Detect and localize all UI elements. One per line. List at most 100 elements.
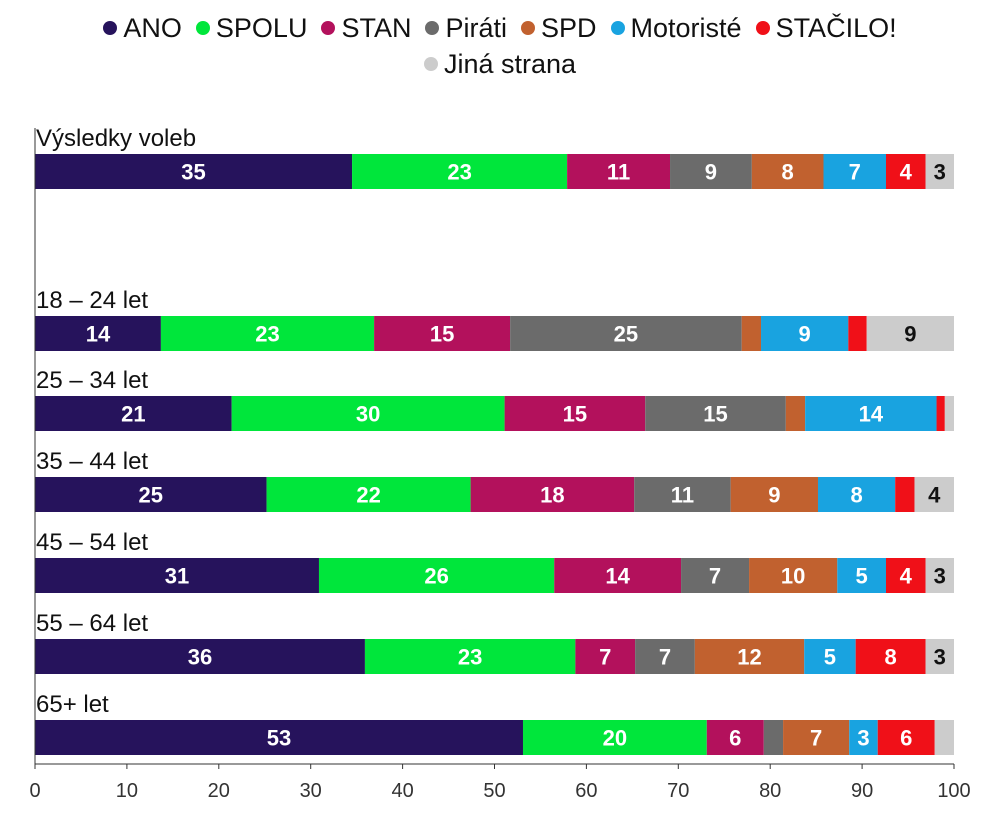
legend-swatch	[103, 21, 118, 35]
data-label: 53	[267, 726, 291, 751]
bar-segment	[761, 316, 849, 351]
legend-swatch	[610, 21, 625, 35]
bar-segment	[837, 558, 886, 593]
bar-segment	[694, 639, 805, 674]
data-label: 6	[900, 726, 912, 751]
data-label: 15	[430, 322, 454, 347]
data-label: 5	[824, 645, 836, 670]
bar-segment	[554, 558, 682, 593]
bar-segment	[751, 154, 824, 189]
data-label: 15	[563, 402, 587, 427]
bar-segment	[936, 396, 945, 431]
data-label: 5	[856, 564, 868, 589]
category-label: Výsledky voleb	[36, 125, 196, 152]
data-label: 7	[810, 726, 822, 751]
bar-segment	[160, 316, 375, 351]
legend-label: Motoristé	[630, 13, 742, 43]
data-label: 11	[671, 483, 694, 508]
bar-segment	[925, 558, 954, 593]
data-label: 4	[928, 483, 941, 508]
data-label: 3	[934, 564, 946, 589]
data-label: 35	[181, 160, 205, 185]
legend-item: Motoristé	[610, 12, 742, 44]
bar-segment	[914, 477, 954, 512]
legend-item: SPOLU	[195, 12, 308, 44]
data-label: 14	[86, 322, 111, 347]
bar-segment	[823, 154, 886, 189]
data-label: 25	[139, 483, 163, 508]
legend-item: STAČILO!	[755, 12, 897, 44]
bar-segment	[804, 639, 856, 674]
data-label: 18	[540, 483, 564, 508]
bar-segment	[749, 558, 838, 593]
data-label: 4	[900, 160, 913, 185]
bar-segment	[35, 154, 353, 189]
bar-segment	[885, 154, 926, 189]
bar-segment	[934, 720, 954, 755]
x-tick-label: 100	[937, 780, 970, 802]
legend-label: SPD	[540, 13, 597, 43]
bar-segment	[635, 639, 695, 674]
data-label: 3	[934, 645, 946, 670]
bar-segment	[374, 316, 511, 351]
data-label: 9	[768, 483, 780, 508]
data-label: 31	[165, 564, 189, 589]
x-tick-label: 90	[851, 780, 873, 802]
data-label: 23	[255, 322, 279, 347]
x-tick-label: 50	[483, 780, 505, 802]
bar-segment	[670, 154, 752, 189]
data-label: 3	[934, 160, 946, 185]
bar-segment	[35, 477, 267, 512]
data-label: 7	[849, 160, 861, 185]
category-label: 55 – 64 let	[36, 610, 148, 637]
legend-label: Piráti	[445, 13, 507, 43]
data-label: 23	[458, 645, 482, 670]
data-label: 4	[900, 564, 913, 589]
bar-segment	[35, 558, 319, 593]
legend-label: SPOLU	[215, 13, 308, 43]
legend-item: Piráti	[425, 12, 507, 44]
bar-segment	[645, 396, 786, 431]
data-label: 8	[850, 483, 862, 508]
x-tick-label: 30	[300, 780, 322, 802]
bar-segment	[849, 720, 878, 755]
data-label: 11	[607, 160, 630, 185]
bar-segment	[706, 720, 764, 755]
bar-segment	[35, 639, 365, 674]
legend-label: STAN	[341, 13, 412, 43]
bar-segment	[730, 477, 818, 512]
bar-segment	[885, 558, 926, 593]
legend-swatch	[520, 21, 535, 35]
data-label: 15	[703, 402, 727, 427]
legend-label: ANO	[123, 13, 182, 43]
data-label: 25	[614, 322, 638, 347]
bar-segment	[848, 316, 867, 351]
bar-segment	[567, 154, 671, 189]
bar-segment	[763, 720, 784, 755]
x-tick-label: 10	[116, 780, 138, 802]
bar-segment	[785, 396, 806, 431]
legend: ANO SPOLU STAN Piráti SPD Motoristé STAČILO! Ji…	[40, 12, 960, 80]
bar-segment	[805, 396, 937, 431]
data-label: 14	[605, 564, 630, 589]
bar-segment	[35, 396, 232, 431]
x-tick-label: 80	[759, 780, 781, 802]
x-tick-label: 70	[667, 780, 689, 802]
data-label: 12	[737, 645, 761, 670]
data-label: 9	[705, 160, 717, 185]
data-label: 3	[857, 726, 869, 751]
bar-segment	[352, 154, 568, 189]
legend-item: SPD	[520, 12, 597, 44]
bar-segment	[35, 720, 523, 755]
data-label: 8	[782, 160, 794, 185]
bar-segment	[925, 639, 954, 674]
data-label: 9	[904, 322, 916, 347]
category-label: 18 – 24 let	[36, 287, 148, 314]
data-label: 20	[603, 726, 627, 751]
x-tick-label: 20	[208, 780, 230, 802]
category-label: 65+ let	[36, 691, 109, 718]
bar-segment	[35, 316, 161, 351]
bar-segment	[231, 396, 505, 431]
legend-swatch	[423, 57, 438, 71]
bar-segment	[866, 316, 954, 351]
